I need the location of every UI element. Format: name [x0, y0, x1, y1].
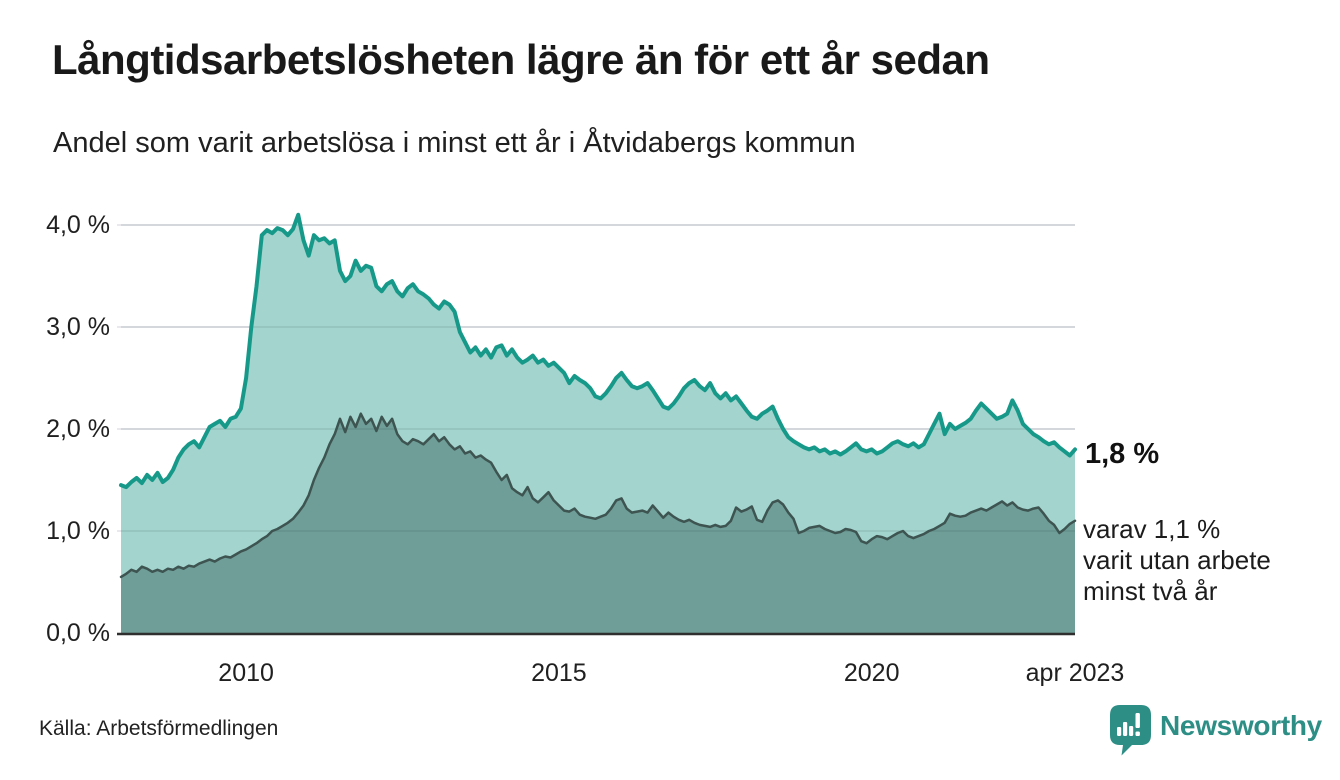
subseries-annotation-line: varav 1,1 %: [1083, 514, 1221, 544]
x-tick-label: 2015: [531, 659, 587, 687]
newsworthy-logo: Newsworthy: [1110, 705, 1322, 756]
x-tick-label: apr 2023: [1025, 659, 1125, 687]
series-line: [119, 212, 1077, 490]
y-tick-label: 1,0 %: [46, 517, 110, 545]
series-area: [121, 413, 1075, 633]
x-tick-label: 2010: [218, 659, 274, 687]
y-tick-label: 3,0 %: [46, 313, 110, 341]
y-tick-label: 4,0 %: [46, 211, 110, 239]
newsworthy-logo-text: Newsworthy: [1160, 710, 1322, 741]
latest-value-label: 1,8 %: [1085, 438, 1160, 470]
subseries-annotation: varav 1,1 % varit utan arbete minst två …: [1083, 514, 1271, 607]
series-line: [119, 412, 1077, 579]
x-tick-label: 2020: [843, 659, 900, 687]
page-title: Långtidsarbetslösheten lägre än för ett …: [52, 36, 990, 83]
page-subtitle: Andel som varit arbetslösa i minst ett å…: [53, 127, 856, 159]
source-label: Källa: Arbetsförmedlingen: [39, 717, 279, 740]
subseries-annotation-line: varit utan arbete: [1083, 545, 1271, 575]
newsworthy-logo-icon: [1110, 705, 1151, 756]
subseries-annotation-line: minst två år: [1083, 576, 1218, 606]
y-tick-label: 2,0 %: [46, 415, 110, 443]
y-tick-label: 0,0 %: [46, 619, 110, 647]
